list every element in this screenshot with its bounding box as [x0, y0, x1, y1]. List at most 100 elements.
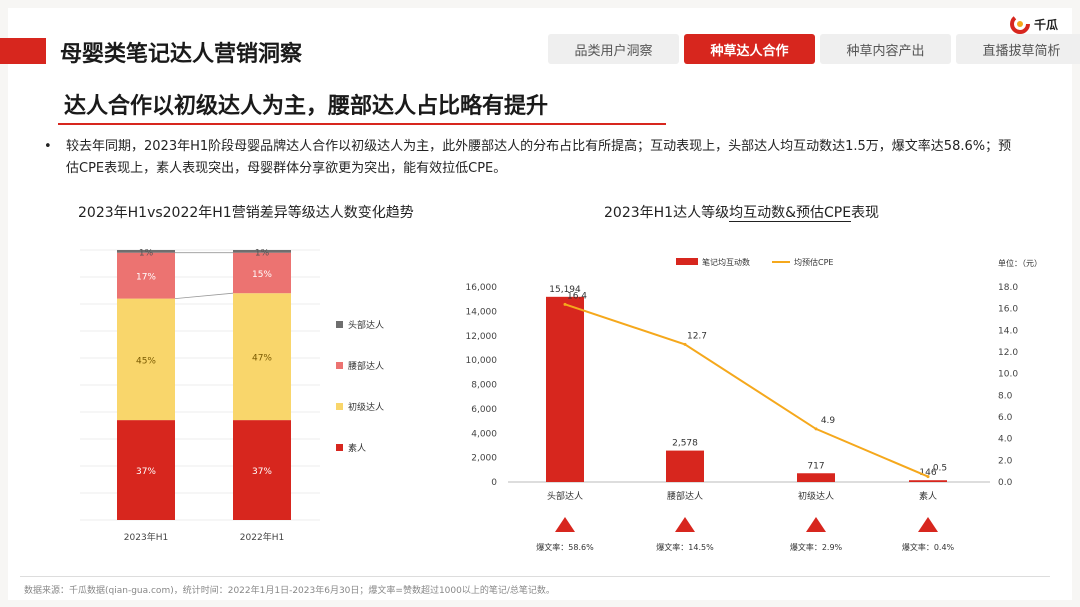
cpe-value-label: 16.4: [567, 291, 587, 301]
cpe-point: [814, 427, 818, 431]
viral-rate-label: 爆文率：14.5%: [656, 542, 714, 552]
x-tick-label: 初级达人: [798, 490, 834, 502]
bar-value-label: 17%: [136, 273, 156, 283]
up-triangle-icon: [555, 517, 575, 532]
up-triangle-icon: [675, 517, 695, 532]
tab-live-streaming[interactable]: 直播拔草简析: [956, 34, 1080, 64]
y-left-tick-label: 12,000: [466, 332, 498, 342]
legend-swatch: [336, 444, 343, 451]
y-right-tick-label: 18.0: [998, 283, 1018, 293]
x-tick-label: 2023年H1: [124, 531, 168, 543]
legend-swatch: [336, 321, 343, 328]
bar-value-label: 15,194: [549, 285, 581, 295]
bar-value-label: 45%: [136, 356, 156, 366]
viral-rate-label: 爆文率：2.9%: [790, 542, 843, 552]
bar-value-label: 47%: [252, 354, 272, 364]
legend-label: 腰部达人: [348, 360, 384, 372]
interaction-bar: [909, 480, 947, 482]
legend-label: 头部达人: [348, 319, 384, 331]
viral-rate-label: 爆文率：58.6%: [536, 542, 594, 552]
y-left-tick-label: 10,000: [466, 356, 498, 366]
bar-value-label: 1%: [139, 248, 154, 258]
unit-label: 单位：（元）: [998, 258, 1042, 268]
bar-segment: [117, 420, 175, 520]
bar-segment: [117, 298, 175, 421]
y-left-tick-label: 8,000: [471, 381, 497, 391]
qiangua-logo-icon: [1009, 14, 1030, 34]
bar-value-label: 37%: [136, 467, 156, 477]
cpe-point: [563, 302, 567, 306]
bar-segment: [233, 252, 291, 294]
y-right-tick-label: 2.0: [998, 456, 1013, 466]
x-tick-label: 2022年H1: [240, 531, 284, 543]
brand-logo: 千瓜: [1009, 14, 1058, 34]
bar-segment: [233, 250, 291, 253]
data-source-footer: 数据来源：千瓜数据(qian-gua.com)，统计时间：2022年1月1日-2…: [24, 586, 555, 596]
x-tick-label: 腰部达人: [667, 490, 703, 502]
tab-kol-cooperation[interactable]: 种草达人合作: [684, 34, 815, 64]
footer-divider: [20, 576, 1050, 577]
y-left-tick-label: 6,000: [471, 405, 497, 415]
y-right-tick-label: 10.0: [998, 370, 1018, 380]
y-right-tick-label: 4.0: [998, 435, 1013, 445]
legend-label: 初级达人: [348, 401, 384, 413]
stacked-bar-chart: 37% 45% 17% 1% 2023年H1 37% 47% 15% 1% 2022年H1 头部达人…: [80, 248, 384, 543]
y-right-tick-label: 14.0: [998, 326, 1018, 336]
cpe-value-label: 0.5: [933, 464, 947, 474]
bar-value-label: 146: [919, 468, 936, 478]
bullet-dot-icon: •: [44, 139, 52, 154]
x-tick-label: 头部达人: [547, 490, 583, 502]
section-subtitle: 达人合作以初级达人为主，腰部达人占比略有提升: [64, 94, 549, 119]
interaction-bar: [546, 296, 584, 482]
bar-segment: [233, 420, 291, 520]
legend-label: 均预估CPE: [794, 257, 833, 267]
y-right-tick-label: 12.0: [998, 348, 1018, 358]
insight-text: 较去年同期，2023年H1阶段母婴品牌达人合作以初级达人为主，此外腰部达人的分布…: [66, 139, 1012, 176]
y-left-tick-label: 2,000: [471, 454, 497, 464]
y-left-tick-label: 0: [491, 478, 497, 488]
tab-category-user-insight[interactable]: 品类用户洞察: [548, 34, 679, 64]
tab-content-output[interactable]: 种草内容产出: [820, 34, 951, 64]
cpe-point: [926, 475, 930, 479]
bar-value-label: 1%: [255, 248, 270, 258]
y-right-tick-label: 0.0: [998, 478, 1013, 488]
section-tabs: 品类用户洞察 种草达人合作 种草内容产出 直播拔草简析: [548, 34, 1080, 64]
viral-rate-label: 爆文率：0.4%: [902, 542, 955, 552]
cpe-value-label: 4.9: [821, 416, 836, 426]
y-right-tick-label: 8.0: [998, 391, 1013, 401]
bar-value-label: 37%: [252, 467, 272, 477]
subtitle-underline: [58, 123, 666, 125]
page-title: 母婴类笔记达人营销洞察: [60, 42, 303, 67]
bar-value-label: 15%: [252, 270, 272, 280]
interaction-bar: [666, 450, 704, 482]
bar-value-label: 717: [807, 461, 824, 471]
y-right-tick-label: 6.0: [998, 413, 1013, 423]
title-accent-bar: [0, 38, 46, 64]
up-triangle-icon: [918, 517, 938, 532]
cpe-value-label: 12.7: [687, 331, 707, 341]
cpe-point: [683, 342, 687, 346]
bar-segment: [117, 252, 175, 299]
legend-label: 笔记均互动数: [702, 257, 750, 267]
cpe-line: [564, 303, 929, 478]
legend-swatch: [336, 403, 343, 410]
bar-segment: [233, 293, 291, 421]
chart1-title: 2023年H1vs2022年H1营销差异等级达人数变化趋势: [78, 205, 414, 221]
insight-bullet: • 较去年同期，2023年H1阶段母婴品牌达人合作以初级达人为主，此外腰部达人的…: [44, 136, 1024, 180]
y-right-tick-label: 16.0: [998, 305, 1018, 315]
y-left-tick-label: 14,000: [466, 307, 498, 317]
bar-line-combo-chart: 0 2,000 4,000 6,000 8,000 10,000 12,000 14,000 1…: [466, 257, 1043, 552]
legend-swatch: [676, 258, 698, 265]
y-left-tick-label: 16,000: [466, 283, 498, 293]
logo-text: 千瓜: [1033, 17, 1058, 32]
legend-label: 素人: [348, 442, 366, 454]
up-triangle-icon: [806, 517, 826, 532]
y-left-tick-label: 4,000: [471, 429, 497, 439]
connector-line: [174, 292, 234, 299]
legend-swatch: [336, 362, 343, 369]
bar-value-label: 2,578: [672, 439, 698, 449]
bar-segment: [117, 250, 175, 253]
chart2-title: 2023年H1达人等级均互动数&预估CPE表现: [604, 205, 880, 222]
interaction-bar: [797, 473, 835, 482]
x-tick-label: 素人: [919, 490, 937, 502]
